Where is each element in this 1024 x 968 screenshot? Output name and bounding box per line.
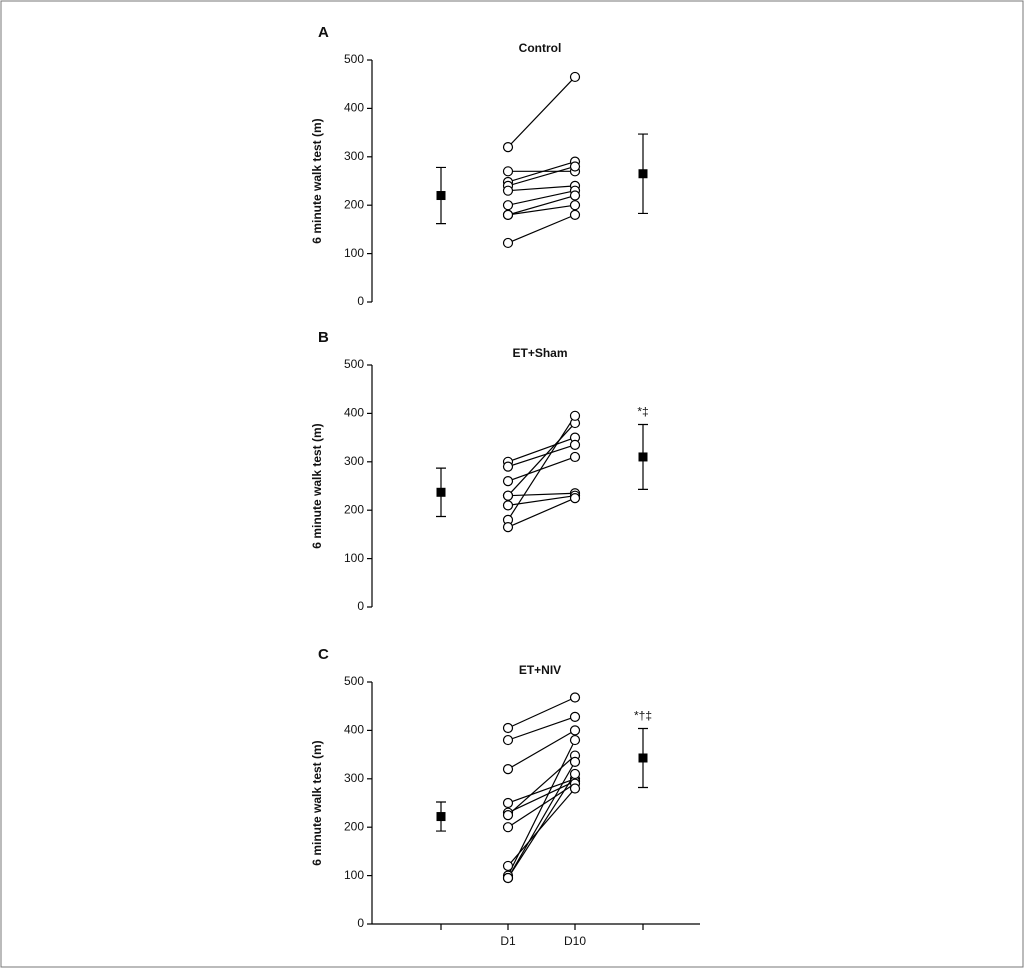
y-tick-label: 0 (357, 599, 364, 613)
subject-point (502, 490, 514, 501)
y-tick-label: 200 (344, 502, 364, 516)
subject-point (569, 783, 581, 794)
y-axis-label: 6 minute walk test (m) (310, 118, 324, 243)
subject-line (507, 76, 576, 148)
subject-line (507, 161, 576, 183)
subject-point (502, 860, 514, 872)
panel-label: C (318, 646, 329, 663)
subject-point (569, 200, 581, 211)
subject-line (507, 780, 576, 814)
subject-point (502, 500, 514, 511)
subject-line (507, 415, 576, 521)
subject-line (507, 739, 576, 876)
x-tick-label: D1 (500, 934, 516, 948)
subject-point (502, 476, 514, 487)
subject-line (507, 190, 576, 206)
subject-point (502, 722, 514, 734)
subject-point (502, 797, 514, 809)
x-tick-label: D10 (564, 934, 586, 948)
subject-point (502, 461, 514, 472)
mean-marker (638, 169, 648, 179)
subject-point (569, 756, 581, 767)
y-tick-label: 200 (344, 819, 364, 833)
subject-point (569, 439, 581, 450)
mean-marker (638, 753, 648, 763)
subject-line (507, 456, 576, 482)
panel-title: ET+NIV (519, 663, 561, 677)
subject-point (569, 493, 581, 504)
subject-line (507, 497, 576, 528)
subject-point (502, 209, 514, 220)
y-tick-label: 100 (344, 868, 364, 882)
subject-line (507, 773, 576, 879)
subject-line (507, 492, 576, 497)
panel-label: B (318, 329, 329, 346)
subject-point (502, 200, 514, 211)
subject-line (507, 185, 576, 192)
y-tick-label: 500 (344, 674, 364, 688)
subject-line (507, 214, 576, 244)
subject-point (569, 410, 581, 421)
mean-marker (638, 452, 648, 462)
subject-line (507, 778, 576, 804)
y-tick-label: 300 (344, 771, 364, 785)
subject-point (569, 451, 581, 463)
mean-marker (436, 191, 446, 201)
panel-label: A (318, 24, 329, 41)
subject-point (569, 190, 581, 201)
subject-point (569, 725, 581, 736)
subject-point (569, 209, 581, 220)
panel-title: ET+Sham (512, 346, 567, 360)
subject-line (507, 194, 576, 216)
y-tick-label: 0 (357, 294, 364, 308)
subject-point (569, 768, 581, 780)
y-tick-label: 100 (344, 246, 364, 260)
mean-marker (436, 487, 446, 497)
subject-line (507, 761, 576, 879)
subject-point (502, 522, 514, 533)
significance: *†‡ (634, 709, 652, 723)
panel-title: Control (519, 41, 562, 55)
subject-line (507, 422, 576, 497)
y-tick-label: 100 (344, 551, 364, 565)
y-tick-label: 200 (344, 197, 364, 211)
subject-point (502, 185, 514, 196)
subject-line (507, 495, 576, 506)
mean-marker (436, 812, 446, 822)
subject-point (569, 161, 581, 172)
subject-line (507, 437, 576, 463)
y-tick-label: 300 (344, 149, 364, 163)
subject-line (507, 755, 576, 816)
subject-point (502, 142, 514, 153)
subject-point (502, 237, 514, 249)
y-axis-label: 6 minute walk test (m) (310, 740, 324, 865)
subject-point (502, 734, 514, 746)
subject-point (569, 734, 581, 746)
subject-point (502, 822, 514, 833)
subject-point (502, 809, 514, 821)
subject-point (569, 692, 581, 703)
subject-line (507, 165, 576, 187)
subject-line (507, 716, 576, 741)
subject-line (507, 444, 576, 468)
subject-line (507, 729, 576, 770)
subject-point (569, 711, 581, 722)
y-tick-label: 400 (344, 723, 364, 737)
significance: *‡ (637, 405, 648, 419)
y-axis-label: 6 minute walk test (m) (310, 423, 324, 548)
y-tick-label: 300 (344, 454, 364, 468)
y-tick-label: 400 (344, 406, 364, 420)
subject-point (502, 166, 514, 177)
subject-point (569, 71, 581, 83)
y-tick-label: 400 (344, 101, 364, 115)
subject-line (507, 696, 576, 729)
subject-line (507, 204, 576, 216)
y-tick-label: 500 (344, 52, 364, 66)
subject-point (502, 764, 514, 775)
y-tick-label: 0 (357, 916, 364, 930)
y-tick-label: 500 (344, 357, 364, 371)
subject-point (502, 872, 514, 884)
